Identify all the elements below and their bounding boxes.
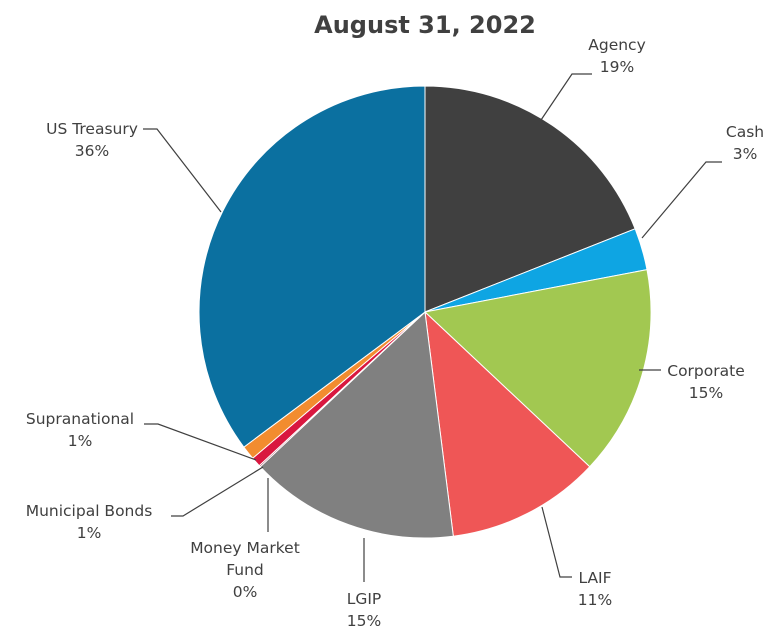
chart-title: August 31, 2022 <box>314 11 536 39</box>
slice-name-text: LGIP <box>347 590 382 608</box>
slice-name-text: Cash <box>726 123 764 141</box>
slice-percent-text: 15% <box>689 384 723 402</box>
slice-label-agency: Agency 19% <box>588 36 646 76</box>
leader-line-us-treasury <box>143 128 222 213</box>
slice-label-cash: Cash 3% <box>726 123 764 163</box>
leader-lines <box>143 73 722 582</box>
slice-label-lgip: LGIP 15% <box>347 590 382 630</box>
slice-percent-text: 1% <box>77 524 102 542</box>
slice-name-text: US Treasury <box>46 120 138 138</box>
slice-label-supranational: Supranational 1% <box>26 410 134 450</box>
leader-line-agency <box>540 73 592 121</box>
pie-slice-us-treasury <box>198 85 426 448</box>
slice-label-laif: LAIF 11% <box>578 569 612 609</box>
slice-percent-text: 19% <box>600 58 634 76</box>
slice-label-money-market-fund: Money Market Fund 0% <box>190 539 300 601</box>
slice-percent-text: 11% <box>578 591 612 609</box>
pie-slice-agency <box>424 85 636 313</box>
slice-name-text: Supranational <box>26 410 134 428</box>
slice-label-municipal-bonds: Municipal Bonds 1% <box>26 502 153 542</box>
slice-percent-text: 15% <box>347 612 381 630</box>
leader-line-laif <box>541 506 572 578</box>
slice-name-text: Agency <box>588 36 646 54</box>
slice-name-text: Fund <box>226 561 264 579</box>
slice-labels: Agency 19% Cash 3% Corporate 15% LAIF 11% LGIP 15… <box>26 36 764 630</box>
slice-percent-text: 0% <box>233 583 258 601</box>
slice-name-text: Money Market <box>190 539 300 557</box>
slice-percent-text: 1% <box>68 432 93 450</box>
slice-percent-text: 36% <box>75 142 109 160</box>
leader-line-cash <box>641 161 722 239</box>
pie-slice-laif <box>424 310 591 537</box>
slice-name-text: LAIF <box>578 569 611 587</box>
pie-slice-corporate <box>423 269 652 468</box>
leader-line-supranational <box>144 423 257 461</box>
pie-slices <box>198 85 652 539</box>
pie-slice-lgip <box>259 310 454 539</box>
slice-name-text: Corporate <box>667 362 745 380</box>
leader-line-municipal-bonds <box>171 466 264 517</box>
slice-name-text: Municipal Bonds <box>26 502 153 520</box>
slice-label-corporate: Corporate 15% <box>667 362 745 402</box>
slice-percent-text: 3% <box>733 145 758 163</box>
slice-label-us-treasury: US Treasury 36% <box>46 120 138 160</box>
